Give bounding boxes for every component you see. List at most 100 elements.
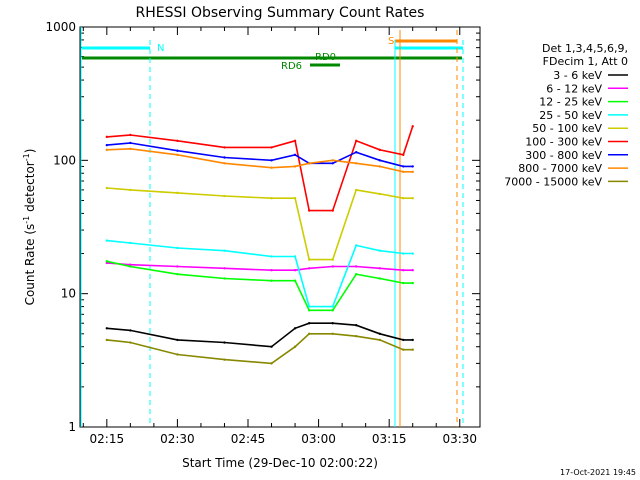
data-point (105, 148, 109, 151)
data-point (129, 188, 132, 192)
x-tick-label: 02:15 (90, 432, 125, 446)
y-axis-label-end: ) (23, 149, 37, 154)
data-point (378, 249, 381, 252)
data-point (129, 241, 132, 245)
plot-frame (79, 26, 481, 428)
data-point (355, 324, 358, 327)
data-point (378, 338, 381, 342)
data-point (270, 196, 273, 200)
series-line-7 (106, 147, 413, 173)
data-point (293, 165, 297, 168)
data-point (129, 133, 132, 137)
y-tick-label: 1000 (45, 20, 76, 34)
series-line-3 (106, 239, 413, 308)
data-point (307, 332, 311, 336)
data-point (411, 125, 414, 128)
data-point (176, 246, 179, 250)
y-axis-label-mid: detector (23, 161, 37, 216)
legend-label-2: 12 - 25 keV (539, 96, 602, 109)
data-point (223, 249, 226, 252)
data-point (270, 268, 273, 272)
x-tick-label: 02:45 (231, 432, 266, 446)
data-point (293, 268, 297, 272)
data-point (355, 265, 358, 268)
data-point (129, 263, 132, 266)
data-point (331, 322, 334, 325)
x-tick-label: 03:00 (301, 432, 336, 446)
data-point (402, 165, 405, 168)
data-point (402, 252, 405, 255)
data-point (378, 277, 381, 280)
data-point (129, 341, 132, 344)
data-point (355, 334, 358, 338)
data-point (331, 309, 334, 312)
rd0-label: RD0 (315, 52, 336, 63)
data-point (176, 265, 179, 268)
data-point (270, 362, 273, 365)
series-line-8 (106, 332, 413, 365)
data-point (402, 153, 405, 157)
y-tick-label: 100 (53, 153, 76, 167)
x-tick-label: 03:15 (372, 432, 407, 446)
data-point (223, 267, 226, 270)
footer-timestamp: 17-Oct-2021 19:45 (560, 468, 636, 477)
data-point (176, 191, 179, 195)
series-line-5 (106, 126, 414, 212)
x-ticks: 02:15 02:30 02:45 03:00 03:15 03:30 (82, 27, 477, 446)
data-point (105, 260, 109, 263)
data-point (293, 345, 297, 348)
x-axis-label: Start Time (29-Dec-10 02:00:22) (182, 456, 378, 470)
data-point (270, 345, 273, 348)
legend-header-2: FDecim 1, Att 0 (543, 55, 628, 68)
data-point (411, 281, 414, 285)
data-point (411, 338, 414, 342)
data-point (355, 162, 358, 165)
data-point (355, 151, 358, 154)
data-point (331, 162, 334, 165)
data-point (176, 272, 179, 276)
data-point (307, 305, 311, 308)
data-point (293, 139, 297, 143)
status-bars: N S RD0 RD6 (80, 27, 464, 427)
y-tick-label: 1 (68, 420, 76, 434)
x-tick-label: 02:30 (160, 432, 195, 446)
data-point (270, 255, 273, 258)
chart-title: RHESSI Observing Summary Count Rates (136, 5, 425, 21)
data-point (402, 338, 405, 342)
data-point (129, 329, 132, 332)
data-point (411, 268, 414, 272)
series-lines (105, 125, 414, 365)
data-point (293, 279, 297, 282)
legend-label-5: 100 - 300 keV (525, 136, 602, 149)
data-point (223, 146, 226, 149)
data-point (105, 338, 109, 342)
data-point (378, 192, 381, 196)
data-point (331, 332, 334, 336)
data-point (307, 162, 311, 165)
night-marker-label: N (157, 43, 164, 54)
data-point (411, 348, 414, 351)
series-line-6 (106, 142, 413, 168)
data-point (176, 139, 179, 143)
data-point (105, 135, 109, 139)
data-point (331, 265, 334, 268)
data-point (378, 148, 381, 151)
data-point (378, 332, 381, 336)
series-line-4 (106, 187, 413, 261)
data-point (105, 239, 109, 242)
data-point (402, 281, 405, 285)
data-point (355, 272, 358, 276)
data-point (402, 196, 405, 200)
data-point (402, 170, 405, 174)
data-point (129, 147, 132, 151)
data-point (223, 194, 226, 198)
y-axis-label-main: Count Rate (s (23, 224, 37, 306)
legend-label-1: 6 - 12 keV (546, 82, 602, 95)
series-line-1 (106, 262, 413, 272)
data-point (307, 309, 311, 312)
data-point (402, 268, 405, 272)
data-point (105, 261, 109, 265)
rd6-label: RD6 (281, 61, 302, 72)
legend-label-8: 7000 - 15000 keV (504, 175, 602, 188)
